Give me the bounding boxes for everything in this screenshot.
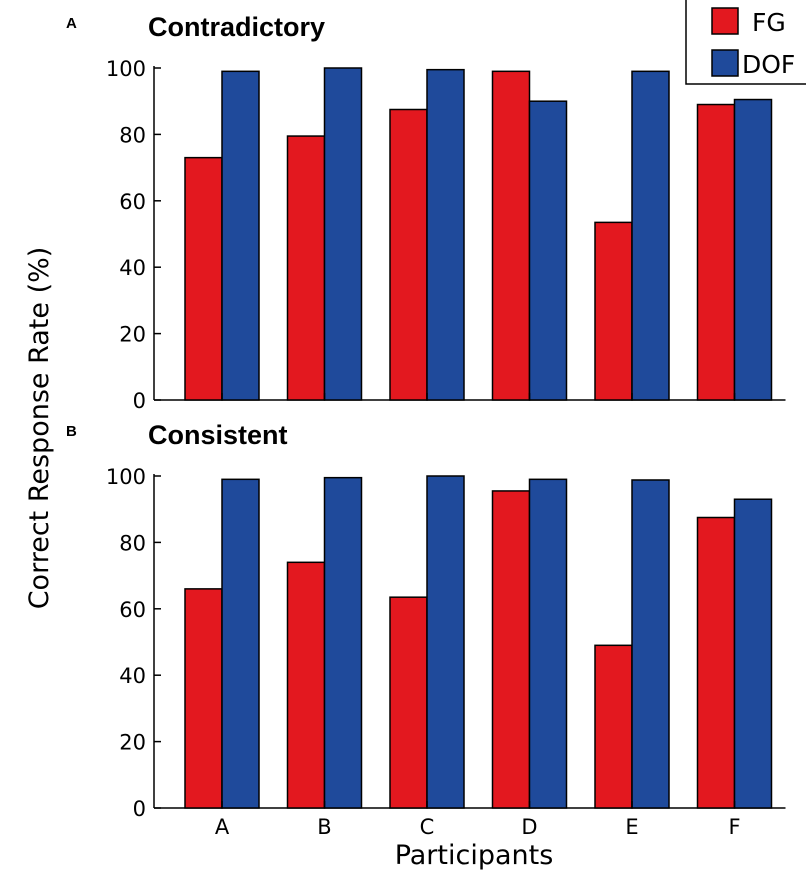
bar-dof-a (221, 478, 260, 809)
bar-dof-a (221, 70, 260, 401)
panel-a-title: Contradictory (148, 12, 325, 42)
y-tick-label: 20 (119, 731, 146, 755)
bar-fg-b (286, 135, 326, 401)
bar-fg-a (184, 156, 223, 401)
bar-fg-a (184, 588, 223, 809)
y-tick-label: 100 (106, 57, 146, 81)
panel-a-plot: 0 20 40 60 80 100 (106, 57, 786, 413)
panel-b-letter: B (66, 423, 77, 440)
bar-fg-b (286, 561, 326, 809)
bar-fg-e (594, 221, 633, 401)
x-tick-label: B (317, 815, 331, 839)
legend-swatch-dof (711, 49, 739, 77)
legend-swatch-fg (711, 7, 739, 35)
x-tick-label: C (420, 815, 435, 839)
bar-fg-d (491, 490, 531, 809)
x-axis-title: Participants (395, 840, 554, 871)
y-tick-label: 80 (119, 123, 146, 147)
panel-b-title: Consistent (148, 420, 288, 450)
legend: FG DOF (685, 0, 806, 85)
bar-fg-d (491, 70, 531, 401)
y-tick-label: 40 (119, 664, 146, 688)
x-tick-label: F (728, 815, 740, 839)
x-tick-label: D (521, 815, 537, 839)
y-tick-label: 60 (119, 598, 146, 622)
bar-fg-c (389, 108, 428, 401)
bar-dof-b (323, 67, 363, 401)
bar-dof-e (631, 70, 670, 401)
legend-label-dof: DOF (742, 50, 795, 79)
bar-dof-f (733, 98, 773, 401)
bar-dof-d (528, 100, 568, 401)
y-tick-label: 100 (106, 465, 146, 489)
panel-b-plot: 0 20 40 60 80 100 A B C D E F (106, 465, 786, 839)
x-tick-label: A (215, 815, 230, 839)
bar-dof-c (426, 475, 465, 809)
bar-fg-f (696, 516, 736, 809)
y-tick-label: 60 (119, 190, 146, 214)
y-tick-label: 80 (119, 531, 146, 555)
y-tick-label: 20 (119, 323, 146, 347)
panel-a-letter: A (66, 15, 77, 32)
y-axis-title: Correct Response Rate (%) (24, 247, 55, 610)
bar-fg-f (696, 103, 736, 401)
bar-dof-b (323, 476, 363, 809)
bar-fg-c (389, 596, 428, 809)
bar-dof-e (631, 479, 670, 809)
y-tick-label: 40 (119, 256, 146, 280)
y-tick-label: 0 (133, 389, 146, 413)
bar-dof-c (426, 68, 465, 401)
y-tick-label: 0 (133, 797, 146, 821)
legend-label-fg: FG (752, 8, 786, 37)
bar-dof-f (733, 498, 773, 809)
x-tick-label: E (625, 815, 638, 839)
bar-fg-e (594, 644, 633, 809)
legend-frame (685, 0, 806, 85)
bar-dof-d (528, 478, 568, 809)
